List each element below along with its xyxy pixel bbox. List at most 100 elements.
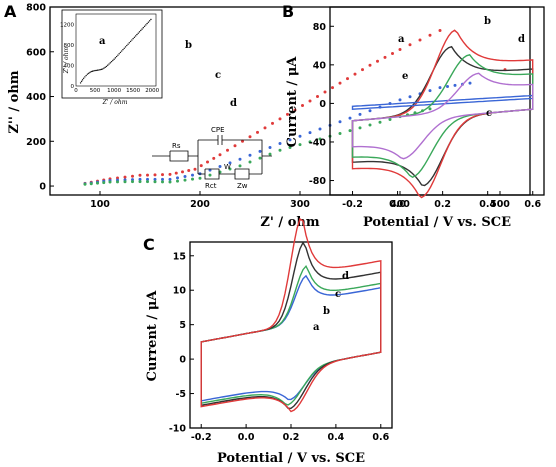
series-label-c: c	[215, 70, 221, 81]
x-tick-label: 0.2	[283, 432, 300, 443]
inset-data-point	[121, 50, 123, 52]
data-point-c	[146, 177, 149, 181]
inset-data-point	[133, 36, 136, 39]
inset-data-point	[99, 69, 101, 71]
data-point-d	[183, 178, 187, 182]
data-point-d	[368, 123, 372, 127]
inset-data-point	[142, 27, 145, 29]
inset-data-point	[90, 70, 92, 73]
data-point-d	[358, 126, 362, 130]
data-point-b	[278, 117, 282, 121]
data-point-c	[153, 177, 157, 181]
inset-data-point	[85, 74, 87, 77]
data-point-d	[428, 107, 432, 111]
series-label-b: b	[185, 40, 192, 51]
data-point-b	[271, 121, 274, 125]
inset-data-point	[103, 67, 105, 69]
panel-a-series-labels: b c d	[185, 40, 237, 109]
data-point-b	[138, 173, 142, 177]
y-tick-label: 80	[313, 22, 327, 33]
data-point-d	[89, 182, 93, 186]
data-point-d	[131, 180, 134, 184]
x-tick-label: 300	[290, 199, 310, 210]
inset-data-point	[138, 31, 141, 33]
data-point-c	[183, 175, 187, 179]
inset-data-point	[93, 70, 95, 72]
cv-curve-c	[200, 241, 382, 410]
panel-c: C Current / μA Potential / V vs. SCE -0.…	[143, 217, 393, 466]
inset-data-point	[126, 44, 128, 47]
inset-data-point	[89, 71, 91, 74]
series-label-e: e	[402, 71, 408, 82]
data-point-b	[263, 126, 267, 130]
inset-data-point	[86, 73, 89, 75]
inset-data-point	[109, 62, 111, 64]
inset-data-point	[146, 22, 148, 25]
inset-x-tick: 500	[90, 88, 101, 94]
data-point-b	[153, 173, 157, 177]
circuit-label-rs: Rs	[172, 142, 181, 150]
data-point-c	[161, 177, 164, 181]
panel-b-series-labels: a b c d e	[398, 16, 525, 119]
inset-data-point	[117, 54, 119, 56]
inset-ylabel: Z'' / ohm	[63, 46, 70, 74]
x-tick-label: 0.6	[372, 432, 389, 443]
panel-c-xlabel: Potential / V vs. SCE	[217, 451, 365, 466]
panel-c-curves	[200, 217, 382, 413]
data-point-d	[308, 140, 312, 144]
data-point-c	[176, 176, 179, 180]
inset-data-point	[115, 55, 118, 58]
inset-data-point	[112, 59, 114, 62]
data-point-d	[102, 181, 106, 185]
data-point-d	[318, 137, 322, 141]
inset-data-point	[84, 76, 86, 78]
series-label-b: b	[484, 16, 491, 27]
circuit-label-rct: Rct	[205, 182, 217, 190]
x-tick-label: 100	[90, 199, 110, 210]
panel-a-xlabel: Z' / ohm	[260, 215, 319, 230]
data-point-d	[278, 148, 282, 152]
x-tick-label: -0.2	[191, 432, 212, 443]
data-point-b	[131, 174, 134, 178]
data-point-b	[123, 175, 127, 179]
y-tick-label: 10	[173, 286, 187, 297]
data-point-c	[228, 161, 232, 165]
x-tick-label: 0.2	[434, 199, 451, 210]
inset-data-point	[119, 51, 122, 54]
data-point-b	[241, 139, 244, 143]
inset-data-point	[113, 58, 115, 60]
inset-data-point	[124, 46, 127, 48]
panel-b-ylabel: Current / μA	[285, 56, 300, 148]
data-point-b	[286, 112, 289, 116]
cpe-symbol	[217, 135, 223, 145]
panel-a: A Z'' / ohm Z' / ohm 100 200 300 400 5000200…	[4, 2, 531, 230]
panel-c-ylabel: Current / μA	[145, 290, 160, 382]
data-point-b	[181, 170, 184, 174]
panel-b: B Current / μA Potential / V vs. SCE -0.…	[282, 2, 545, 230]
panel-b-xlabel: Potential / V vs. SCE	[363, 215, 511, 230]
inset-data-point	[134, 35, 137, 37]
inset-data-point	[128, 42, 131, 44]
data-point-b	[218, 153, 222, 157]
y-tick-label: 15	[173, 251, 186, 262]
data-point-b	[398, 48, 402, 52]
inset-data-point	[141, 28, 143, 30]
inset-y-tick: 0	[71, 84, 75, 90]
data-point-b	[233, 144, 237, 148]
data-point-b	[376, 59, 379, 63]
data-point-b	[418, 38, 422, 42]
data-point-b	[161, 173, 164, 177]
panel-a-letter: A	[4, 2, 17, 21]
inset-data-point	[94, 69, 96, 72]
data-point-c	[248, 153, 252, 157]
data-point-c	[238, 157, 242, 161]
x-tick-label: 500	[490, 199, 510, 210]
y-tick-label: 0	[319, 99, 326, 110]
y-tick-label: 200	[26, 137, 46, 148]
inset-data-point	[80, 80, 83, 83]
inset-data-point	[136, 33, 138, 36]
equivalent-circuit	[152, 135, 272, 180]
data-point-b	[331, 86, 334, 90]
panel-b-letter: B	[282, 2, 294, 21]
inset-data-point	[129, 40, 132, 43]
